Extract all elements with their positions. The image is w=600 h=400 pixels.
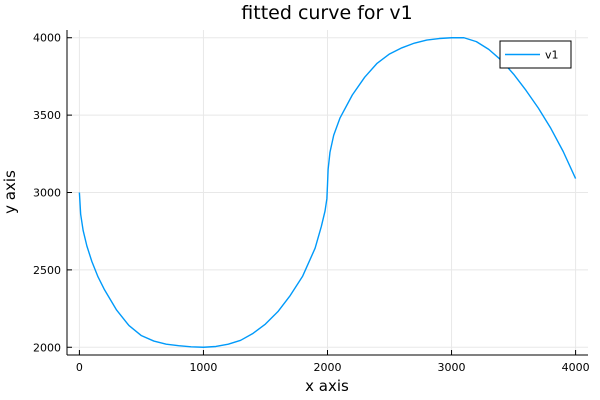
legend-entry-v1: v1 xyxy=(545,49,559,62)
y-tick-label: 2000 xyxy=(33,341,61,354)
series xyxy=(78,37,577,348)
y-tick-label: 2500 xyxy=(33,264,61,277)
x-tick-label: 4000 xyxy=(562,361,590,374)
y-axis-label: y axis xyxy=(1,170,19,214)
axes xyxy=(66,30,588,356)
tick-labels: 0 1000 2000 3000 4000 2000 2500 3000 3500 4000 xyxy=(33,32,590,374)
x-tick-label: 3000 xyxy=(438,361,466,374)
y-tick-label: 3500 xyxy=(33,109,61,122)
grid-lines xyxy=(67,30,588,355)
x-tick-label: 1000 xyxy=(189,361,217,374)
x-axis-label: x axis xyxy=(305,377,349,395)
y-tick-label: 3000 xyxy=(33,187,61,200)
series-line-v1 xyxy=(78,37,577,348)
x-tick-label: 0 xyxy=(76,361,83,374)
chart-title: fitted curve for v1 xyxy=(241,2,412,24)
x-tick-label: 2000 xyxy=(314,361,342,374)
y-tick-label: 4000 xyxy=(33,32,61,45)
legend: v1 xyxy=(499,40,572,69)
